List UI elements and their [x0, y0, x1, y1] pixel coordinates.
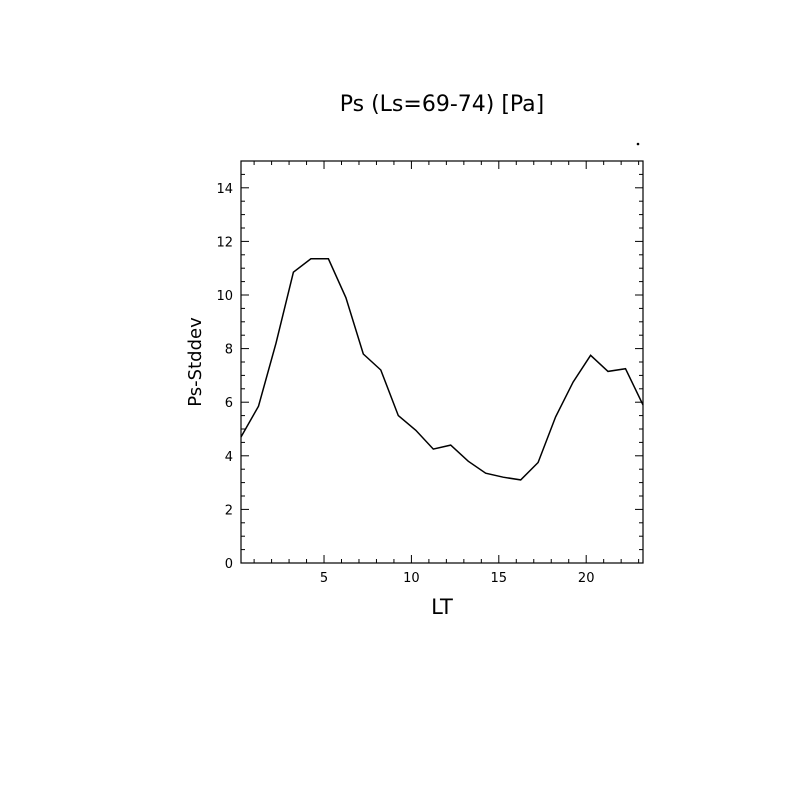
chart-title: Ps (Ls=69-74) [Pa]: [340, 92, 545, 117]
x-tick-label: 15: [491, 571, 508, 586]
x-tick-label: 5: [320, 571, 328, 586]
y-tick-label: 4: [225, 450, 233, 465]
x-tick-label: 20: [578, 571, 595, 586]
y-tick-label: 6: [225, 396, 233, 411]
y-tick-label: 12: [216, 235, 233, 250]
y-tick-label: 10: [216, 289, 233, 304]
y-tick-label: 14: [216, 182, 233, 197]
plot-frame: [240, 160, 644, 564]
x-tick-label: 10: [403, 571, 420, 586]
x-axis-label: LT: [431, 595, 453, 619]
y-tick-label: 8: [225, 343, 233, 358]
series-line: [240, 258, 644, 481]
y-axis-label: Ps-Stddev: [185, 317, 206, 407]
y-axis: 0 2 4 6 8 10 12 14: [216, 173, 643, 572]
x-axis: 5 10 15 20: [253, 161, 640, 586]
y-tick-label: 0: [225, 557, 233, 572]
corner-dot: [636, 142, 640, 146]
y-tick-label: 2: [225, 503, 233, 518]
